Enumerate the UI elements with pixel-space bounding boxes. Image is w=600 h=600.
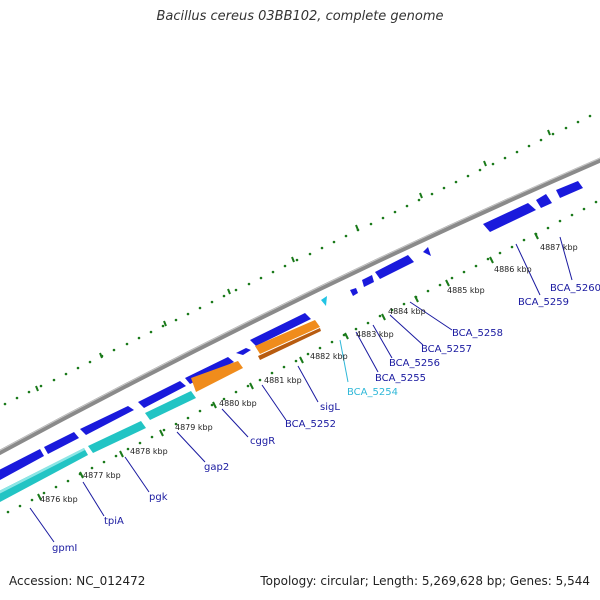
gene-feature: [362, 275, 374, 287]
gene-feature: [350, 288, 358, 296]
gene-feature: [483, 203, 536, 232]
gene-label-bca-5256: BCA_5256: [389, 358, 440, 369]
gene-label-gap2: gap2: [204, 462, 229, 473]
gene-label-bca-5259: BCA_5259: [518, 297, 569, 308]
gene-feature: [0, 449, 44, 480]
gene-feature: [236, 348, 251, 355]
tick-label: 4876 kbp: [40, 495, 78, 504]
gene-feature: [145, 391, 196, 420]
gene-label-bca-5252: BCA_5252: [285, 419, 336, 430]
tick-label: 4881 kbp: [264, 376, 302, 385]
inner-ring-major-ticks: [37, 232, 539, 501]
outer-ring-major-ticks: [35, 129, 551, 392]
tick-label: 4878 kbp: [130, 447, 168, 456]
map-title: Bacillus cereus 03BB102, complete genome: [156, 9, 444, 24]
tick-label: 4882 kbp: [310, 352, 348, 361]
gene-label-pgk: pgk: [149, 492, 168, 503]
tick-label: 4883 kbp: [356, 330, 394, 339]
outer-dotted-ring: [3, 114, 592, 406]
genome-backbone: [0, 157, 600, 456]
tick-label: 4877 kbp: [83, 471, 121, 480]
gene-feature: [250, 313, 311, 346]
gene-feature: [423, 247, 431, 256]
tick-label: 4880 kbp: [219, 399, 257, 408]
inner-dotted-ring: [6, 200, 598, 514]
gene-label-bca-5254: BCA_5254: [347, 387, 398, 398]
topology-text: Topology: circular; Length: 5,269,628 bp…: [260, 574, 590, 588]
accession-text: Accession: NC_012472: [9, 574, 146, 588]
gene-feature: [255, 320, 320, 354]
tick-label: 4884 kbp: [388, 307, 426, 316]
forward-strand-genes: [0, 181, 583, 480]
gene-label-bca-5260: BCA_5260: [550, 283, 600, 294]
tick-label: 4886 kbp: [494, 265, 532, 274]
tick-label: 4885 kbp: [447, 286, 485, 295]
gene-feature: [536, 194, 552, 208]
gene-label-bca-5258: BCA_5258: [452, 328, 503, 339]
gene-label-tpia: tpiA: [104, 516, 124, 527]
gene-feature: [258, 328, 321, 360]
gene-feature: [138, 381, 186, 408]
gene-feature: [44, 432, 79, 454]
gene-feature: [0, 448, 85, 494]
gene-label-gpmi: gpmI: [52, 543, 77, 554]
gene-feature: [321, 296, 327, 306]
gene-feature: [556, 181, 583, 198]
tick-label: 4887 kbp: [540, 243, 578, 252]
genome-backbone-highlight: [0, 157, 600, 451]
gene-labels: gpmI tpiA pgk gap2 cggR BCA_5252 sigL BCA_5254 B…: [52, 283, 600, 554]
tick-label: 4879 kbp: [175, 423, 213, 432]
gene-feature: [375, 255, 414, 279]
gene-label-cggr: cggR: [250, 436, 275, 447]
tick-labels: 4876 kbp 4877 kbp 4878 kbp 4879 kbp 4880 kbp…: [40, 243, 578, 504]
gene-label-sigl: sigL: [320, 402, 340, 413]
gene-label-bca-5257: BCA_5257: [421, 344, 472, 355]
gene-feature: [80, 406, 134, 435]
gene-feature: [0, 448, 88, 502]
reverse-strand-genes: [0, 296, 327, 502]
gene-feature: [191, 361, 243, 392]
gene-label-bca-5255: BCA_5255: [375, 373, 426, 384]
leader-lines: [29, 236, 573, 543]
gene-feature: [88, 421, 146, 453]
